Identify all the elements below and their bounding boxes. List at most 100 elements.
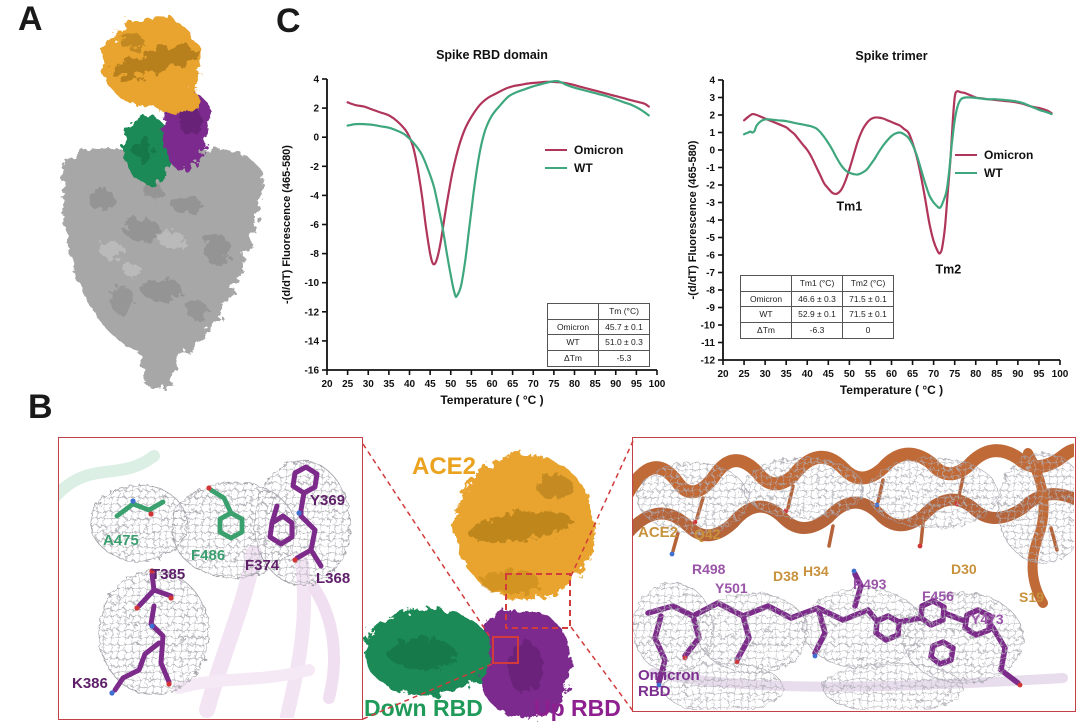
- x-tick-label: 55: [865, 369, 877, 380]
- y-tick-label: -10: [305, 278, 320, 289]
- tm-table-header: Tm1 (°C): [791, 275, 843, 292]
- tm-table-cell: 0: [842, 321, 894, 339]
- y-tick-label: 4: [313, 75, 319, 86]
- x-tick-label: 100: [649, 379, 666, 390]
- x-tick-label: 50: [844, 369, 856, 380]
- legend-item: Omicron: [955, 148, 1033, 162]
- legend-line-swatch: [955, 172, 977, 174]
- series-omicron: [346, 80, 650, 266]
- x-tick-label: 65: [907, 369, 919, 380]
- label-f374: F374: [245, 557, 280, 574]
- tm-table-cell: 45.7 ± 0.1: [598, 318, 650, 336]
- tm-table-cell: ΔTm: [740, 321, 792, 339]
- y-tick-label: 2: [313, 104, 319, 115]
- tm-table: Tm1 (°C) Tm2 (°C) Omicron 46.6 ± 0.3 71.5 ± …: [740, 275, 894, 339]
- x-tick-label: 80: [970, 369, 982, 380]
- y-tick-label: -4: [310, 191, 319, 202]
- down-rbd-density-middle: [364, 608, 492, 696]
- legend-item: WT: [955, 166, 1033, 180]
- tm-table-cell: Omicron: [547, 318, 599, 336]
- x-tick-label: 95: [631, 379, 643, 390]
- label-y473: Y473: [971, 611, 1004, 627]
- y-tick-label: -8: [310, 249, 319, 260]
- legend-label: WT: [574, 161, 593, 175]
- y-tick-label: -10: [701, 321, 716, 332]
- y-tick-label: 1: [709, 128, 715, 139]
- spike-trimer-density: [62, 142, 264, 389]
- x-tick-label: 20: [321, 379, 333, 390]
- legend-line-swatch: [545, 149, 567, 151]
- x-tick-label: 70: [928, 369, 940, 380]
- tm-table-row: ΔTm -6.3 0: [740, 321, 894, 339]
- chart-legend: Omicron WT: [955, 148, 1033, 180]
- tm-table-cell: ΔTm: [547, 349, 599, 367]
- y-axis-label: -(d/dT) Fluorescence (465-580): [281, 145, 293, 304]
- x-tick-label: 30: [760, 369, 772, 380]
- y-tick-label: -4: [706, 216, 715, 227]
- density-mesh: [633, 452, 1074, 710]
- tm-table-row: ΔTm -5.3: [547, 349, 650, 367]
- x-tick-label: 85: [590, 379, 602, 390]
- x-tick-label: 25: [342, 379, 354, 390]
- chart-spike-rbd-domain: 4 2 0 -2 -4 -6 -8 -10 -12 -14 -16 20 25 30 35 40 45 50 55 6…: [280, 38, 678, 416]
- x-tick-label: 25: [739, 369, 751, 380]
- y-tick-label: -14: [305, 336, 320, 347]
- y-axis-label: -(d/dT) Fluorescence (465-580): [688, 140, 699, 299]
- x-tick-label: 60: [886, 369, 898, 380]
- x-tick-label: 45: [425, 379, 437, 390]
- series-wt: [346, 79, 650, 298]
- x-tick-label: 35: [781, 369, 793, 380]
- rbd-core-closeup-inset: A475 F486 T385 Y369 F374 L368 K386: [58, 437, 363, 720]
- x-tick-label: 85: [991, 369, 1003, 380]
- legend-item: Omicron: [545, 143, 623, 157]
- label-ace2: ACE2: [638, 524, 679, 541]
- x-tick-label: 40: [802, 369, 814, 380]
- x-tick-label: 55: [466, 379, 478, 390]
- y-tick-label: -5: [706, 233, 715, 244]
- y-tick-label: 0: [313, 133, 319, 144]
- label-k386: K386: [72, 675, 108, 692]
- tm-table-row: Omicron 45.7 ± 0.1: [547, 318, 650, 336]
- tm-table-cell: 71.5 ± 0.1: [842, 290, 894, 308]
- y-tick-label: -6: [310, 220, 319, 231]
- label-f486: F486: [191, 547, 226, 564]
- y-tick-label: -12: [305, 307, 320, 318]
- y-tick-label: -11: [701, 338, 715, 349]
- label-r498: R498: [692, 561, 726, 577]
- label-up-rbd: Up RBD: [534, 695, 621, 721]
- tm-table-cell: 71.5 ± 0.1: [842, 306, 894, 323]
- x-tick-label: 95: [1033, 369, 1045, 380]
- legend-label: Omicron: [984, 148, 1034, 162]
- label-t385: T385: [151, 566, 186, 583]
- label-q42: Q42: [694, 526, 721, 542]
- tm-table-header: [547, 303, 599, 320]
- tm-table-row: WT 51.0 ± 0.3: [547, 334, 650, 351]
- tm-table-cell: WT: [547, 334, 599, 351]
- label-l368: L368: [316, 570, 351, 587]
- label-y369: Y369: [310, 492, 346, 509]
- tm-table-cell: 51.0 ± 0.3: [598, 334, 650, 351]
- legend-line-swatch: [955, 154, 977, 156]
- y-tick-label: -12: [701, 356, 716, 367]
- legend-label: WT: [984, 166, 1003, 180]
- x-tick-label: 65: [507, 379, 519, 390]
- annotation-tm1: Tm1: [837, 199, 863, 213]
- chart-legend: Omicron WT: [545, 143, 623, 175]
- x-tick-label: 75: [949, 369, 961, 380]
- panel-a-label: A: [18, 0, 43, 38]
- ace2-rbd-interface-inset: ACE2 Q42 R498 Y501 D38 H34 R493 F456 D30 Y473 S19 O…: [632, 437, 1076, 712]
- x-axis-label: Temperature ( °C ): [440, 393, 543, 407]
- label-d30: D30: [951, 561, 977, 577]
- chart-title: Spike trimer: [855, 49, 927, 63]
- tm-table-cell: -6.3: [791, 321, 843, 339]
- panel-b-label: B: [28, 388, 53, 426]
- x-tick-label: 100: [1052, 369, 1069, 380]
- x-tick-label: 75: [548, 379, 560, 390]
- tm-table-cell: 46.6 ± 0.3: [791, 290, 843, 308]
- annotation-tm2: Tm2: [936, 262, 962, 276]
- sticks-wt-green: [114, 487, 245, 541]
- label-s19: S19: [1019, 589, 1044, 605]
